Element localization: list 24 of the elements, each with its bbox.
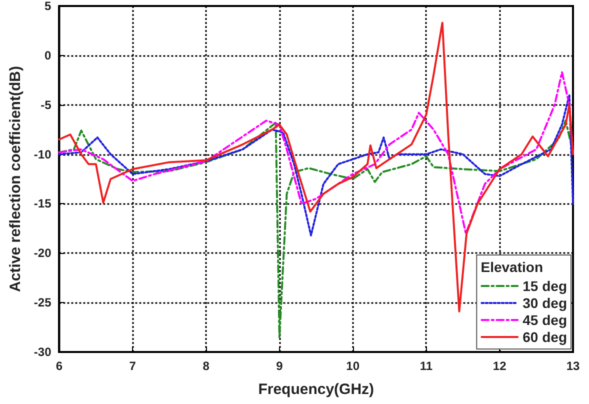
y-tick-label: 5 (44, 0, 52, 13)
y-tick-label: -30 (34, 345, 52, 359)
y-tick-label: -10 (34, 147, 52, 162)
x-tick-label: 11 (420, 359, 433, 373)
y-axis-title: Active reflection coefficient(dB) (7, 66, 24, 292)
legend-title: Elevation (480, 259, 544, 275)
y-tick-label: -20 (34, 246, 52, 260)
x-tick-label: 7 (129, 359, 136, 373)
y-tick-label: -5 (40, 98, 52, 112)
x-tick-label: 12 (492, 359, 507, 373)
legend-label: 15 deg (522, 278, 568, 294)
legend-label: 60 deg (522, 329, 568, 345)
legend-label: 30 deg (522, 295, 568, 311)
y-tick-label: 0 (44, 48, 52, 62)
y-tick-label: -25 (34, 296, 52, 310)
x-tick-label: 13 (566, 359, 580, 373)
y-tick-label: -15 (34, 196, 52, 211)
x-tick-label: 10 (346, 359, 360, 373)
line-series (58, 22, 574, 312)
x-axis-title: Frequency(GHz) (258, 381, 374, 398)
x-tick-label: 8 (202, 359, 210, 373)
x-tick-label: 9 (276, 359, 284, 373)
legend-label: 45 deg (522, 312, 568, 328)
x-tick-label: 6 (56, 359, 63, 373)
